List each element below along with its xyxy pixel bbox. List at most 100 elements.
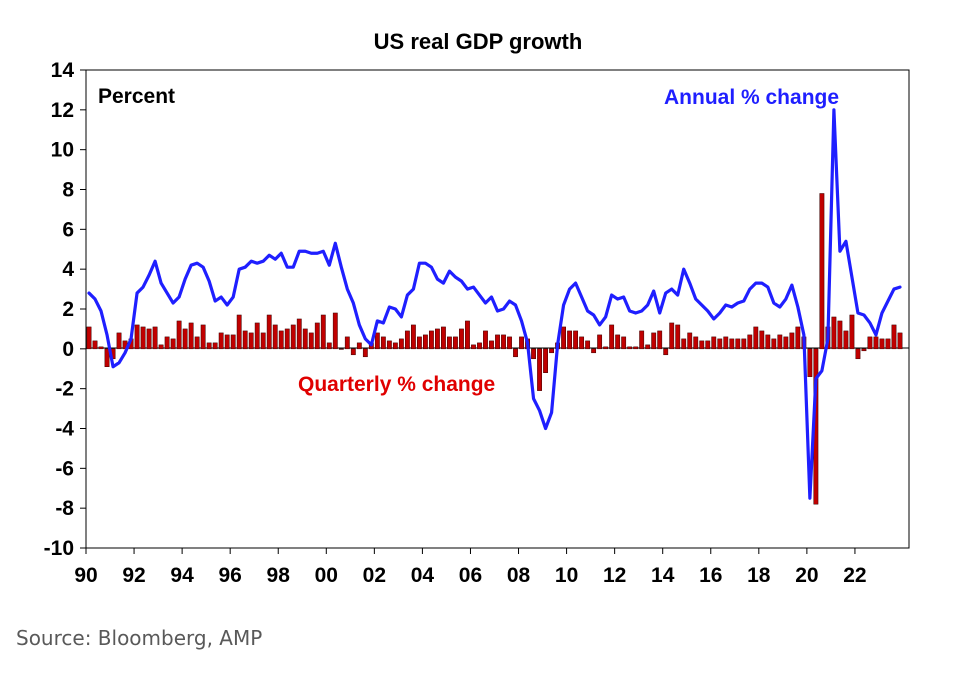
quarterly-bar xyxy=(152,326,158,350)
quarterly-bar xyxy=(254,322,260,350)
quarterly-bar xyxy=(747,334,753,350)
quarterly-bar xyxy=(465,320,470,350)
quarterly-bar xyxy=(296,318,302,350)
x-tick-label: 10 xyxy=(555,564,578,587)
quarterly-bar xyxy=(495,334,500,350)
y-tick-label: -2 xyxy=(55,378,74,401)
quarterly-bar xyxy=(567,330,572,350)
quarterly-bar xyxy=(831,316,837,350)
quarterly-bar xyxy=(248,332,254,350)
quarterly-bar xyxy=(573,330,579,350)
y-tick-label: 12 xyxy=(51,99,74,122)
quarterly-bar xyxy=(675,324,681,350)
y-tick-label: -8 xyxy=(55,497,74,520)
y-tick-label: 0 xyxy=(62,338,74,361)
y-axis-label: Percent xyxy=(98,85,175,108)
quarterly-bar xyxy=(723,336,729,350)
x-tick-label: 96 xyxy=(218,564,241,587)
quarterly-bar xyxy=(669,322,675,350)
y-tick-label: -10 xyxy=(44,537,74,560)
quarterly-bar xyxy=(242,330,248,350)
quarterly-bar xyxy=(284,328,290,350)
quarterly-bar xyxy=(140,326,146,350)
x-tick-label: 04 xyxy=(411,564,435,587)
quarterly-bar xyxy=(92,340,98,350)
x-tick-label: 98 xyxy=(267,564,291,587)
quarterly-bar xyxy=(843,330,849,350)
quarterly-bar xyxy=(116,332,122,350)
quarterly-bar xyxy=(837,320,843,350)
quarterly-bar xyxy=(134,324,140,350)
quarterly-bar xyxy=(86,326,92,350)
quarterly-bar xyxy=(158,344,164,350)
quarterly-bar xyxy=(338,348,344,350)
quarterly-bar xyxy=(459,328,464,350)
quarterly-bar xyxy=(537,348,542,391)
quarterly-bar xyxy=(861,348,867,352)
y-tick-label: 10 xyxy=(51,139,74,162)
quarterly-bar xyxy=(513,348,518,358)
quarterly-bar xyxy=(651,332,657,350)
quarterly-bar xyxy=(645,344,651,350)
quarterly-bar xyxy=(290,324,296,350)
quarterly-bar xyxy=(164,336,170,350)
quarterly-bar xyxy=(435,328,440,350)
quarterly-bar xyxy=(507,336,512,350)
quarterly-bar xyxy=(302,328,308,350)
quarterly-bar xyxy=(531,348,536,360)
x-tick-label: 02 xyxy=(363,564,386,587)
quarterly-bar xyxy=(693,336,699,350)
x-tick-label: 12 xyxy=(603,564,626,587)
quarterly-bar xyxy=(585,340,591,350)
quarterly-bar xyxy=(477,342,482,350)
quarterly-bar xyxy=(849,314,855,350)
quarterly-bar xyxy=(98,346,104,350)
quarterly-bar xyxy=(873,336,879,350)
quarterly-bar xyxy=(783,336,789,350)
quarterly-bar xyxy=(194,336,200,350)
quarterly-bar xyxy=(314,322,320,350)
y-tick-label: 14 xyxy=(51,59,75,82)
quarterly-bar xyxy=(332,312,338,350)
quarterly-bar xyxy=(350,348,356,356)
x-tick-label: 90 xyxy=(74,564,97,587)
quarterly-bar xyxy=(867,336,873,350)
quarterly-bar xyxy=(416,336,422,350)
quarterly-bar xyxy=(759,330,765,350)
quarterly-bars xyxy=(86,193,903,505)
quarterly-bar xyxy=(705,340,711,350)
quarterly-bar xyxy=(711,336,717,350)
quarterly-bar xyxy=(410,324,416,350)
y-tick-label: 8 xyxy=(62,179,74,202)
quarterly-bar xyxy=(326,342,332,350)
quarterly-bar xyxy=(362,348,368,358)
quarterly-bar xyxy=(236,314,242,350)
quarterly-annotation: Quarterly % change xyxy=(298,373,495,396)
quarterly-bar xyxy=(200,324,206,350)
x-tick-label: 16 xyxy=(699,564,722,587)
quarterly-bar xyxy=(777,334,783,350)
quarterly-bar xyxy=(771,338,777,350)
quarterly-bar xyxy=(603,346,609,350)
y-tick-label: 2 xyxy=(62,298,74,321)
quarterly-bar xyxy=(356,342,362,350)
quarterly-bar xyxy=(489,340,494,350)
quarterly-bar xyxy=(657,330,663,350)
quarterly-bar xyxy=(819,193,825,350)
quarterly-bar xyxy=(429,330,434,350)
quarterly-bar xyxy=(579,336,585,350)
quarterly-bar xyxy=(453,336,458,350)
quarterly-bar xyxy=(266,314,272,350)
quarterly-bar xyxy=(344,336,350,350)
x-tick-label: 92 xyxy=(122,564,145,587)
quarterly-bar xyxy=(386,340,392,350)
quarterly-bar xyxy=(483,330,488,350)
quarterly-bar xyxy=(224,334,230,350)
quarterly-bar xyxy=(795,326,801,350)
x-tick-label: 20 xyxy=(795,564,818,587)
quarterly-bar xyxy=(380,336,386,350)
y-tick-label: 6 xyxy=(62,218,74,241)
quarterly-bar xyxy=(471,344,476,350)
quarterly-bar xyxy=(320,314,326,350)
quarterly-bar xyxy=(182,328,188,350)
